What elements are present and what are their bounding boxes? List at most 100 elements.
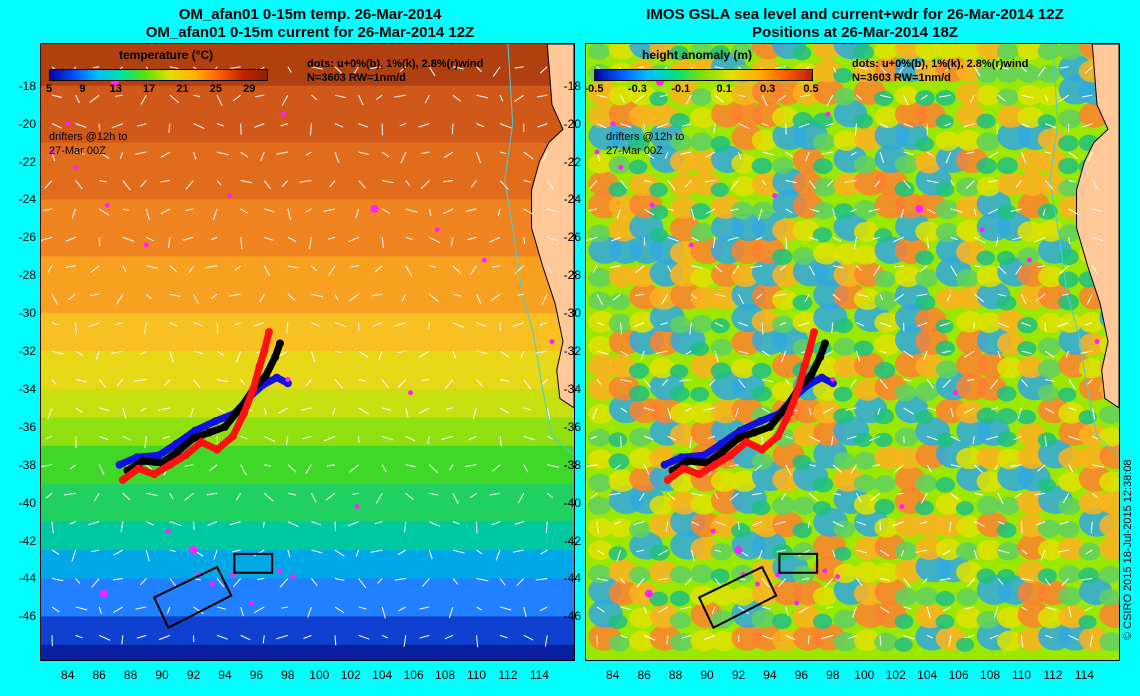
- current-vector: [596, 350, 609, 355]
- eddy: [608, 432, 628, 448]
- current-vector: [405, 492, 414, 501]
- current-vector: [287, 66, 292, 73]
- eddy: [996, 295, 1017, 311]
- current-vector: [691, 521, 699, 526]
- current-vector: [703, 407, 716, 411]
- eddy: [874, 106, 901, 129]
- current-vector: [1012, 236, 1022, 241]
- current-vector: [997, 521, 1005, 525]
- current-vector: [394, 322, 406, 327]
- current-vector: [75, 151, 85, 155]
- current-vector: [685, 407, 692, 412]
- eddy: [649, 495, 674, 515]
- current-vector: [667, 407, 672, 419]
- temperature-band: [41, 313, 574, 353]
- drifter-dot: [249, 384, 258, 393]
- eddy: [1099, 471, 1119, 493]
- eddy: [751, 385, 772, 402]
- eddy: [996, 522, 1017, 538]
- current-vector: [404, 521, 407, 533]
- current-vector: [620, 123, 632, 128]
- current-vector: [358, 151, 369, 156]
- current-vector: [240, 464, 247, 476]
- eddy: [588, 564, 612, 584]
- current-vector: [75, 634, 83, 639]
- current-vector: [871, 464, 881, 467]
- current-vector: [311, 549, 323, 554]
- current-vector: [964, 606, 975, 610]
- eddy: [1037, 539, 1064, 561]
- current-vector: [761, 322, 764, 335]
- current-vector: [539, 322, 548, 326]
- current-vector: [193, 379, 201, 388]
- current-vector: [398, 606, 407, 612]
- drifter-dot: [828, 379, 837, 388]
- current-vector: [281, 606, 288, 609]
- current-vector: [144, 436, 147, 449]
- current-vector: [690, 208, 695, 221]
- eddy: [772, 157, 794, 174]
- current-vector: [377, 578, 383, 584]
- current-vector: [287, 492, 297, 496]
- colorbar-tick-label: 9: [79, 83, 86, 95]
- current-vector: [47, 407, 53, 420]
- current-vector: [51, 293, 59, 305]
- current-vector: [1092, 435, 1098, 440]
- current-vector: [879, 521, 882, 531]
- current-vector: [111, 350, 123, 354]
- temperature-colorbar: [49, 69, 268, 81]
- eddy: [1078, 615, 1097, 630]
- current-vector: [944, 66, 952, 72]
- current-vector: [713, 123, 716, 133]
- current-vector: [705, 151, 716, 158]
- current-vector: [974, 236, 986, 244]
- eddy: [915, 382, 939, 402]
- drifter-dot: [1026, 257, 1032, 263]
- current-vector: [656, 350, 668, 354]
- drifter-dot: [139, 456, 148, 465]
- right-title-line2: Positions at 26-Mar-2014 18Z: [752, 24, 958, 41]
- eddy: [915, 221, 941, 242]
- eddy: [955, 501, 974, 516]
- current-vector: [476, 578, 489, 582]
- current-vector: [444, 379, 454, 389]
- current-vector: [658, 578, 668, 581]
- eddy: [1058, 586, 1082, 606]
- drifter-dot: [734, 546, 743, 555]
- drifter-dot: [644, 589, 653, 598]
- eddy: [690, 222, 714, 242]
- eddy: [710, 45, 730, 61]
- latitude-tick-label: -32: [563, 344, 581, 359]
- drifter-dot: [736, 426, 745, 435]
- drifter-dot: [822, 568, 828, 574]
- current-vector: [903, 350, 914, 359]
- temperature-band: [41, 256, 574, 315]
- current-vector: [429, 464, 439, 474]
- region-box-rotated: [152, 565, 233, 630]
- current-vector: [988, 151, 999, 158]
- current-vector: [785, 237, 788, 250]
- eddy: [956, 310, 983, 333]
- current-vector: [41, 236, 53, 242]
- current-vector: [779, 265, 786, 271]
- eddy: [1037, 432, 1057, 448]
- current-vector: [798, 606, 810, 614]
- current-vector: [99, 435, 109, 441]
- current-vector: [848, 634, 857, 639]
- current-vector: [667, 265, 672, 272]
- current-vector: [989, 634, 999, 640]
- latitude-tick-label: -28: [563, 268, 581, 283]
- current-vector: [903, 578, 912, 589]
- current-vector: [517, 293, 524, 296]
- current-vector: [334, 635, 337, 646]
- drifter-dot: [825, 111, 831, 117]
- eddy: [1058, 44, 1082, 61]
- current-vector: [523, 151, 534, 160]
- sea-level-map-panel[interactable]: height anomaly (m) -0.5 -0.3 -0.1 0.1 0.3 0.5…: [585, 43, 1120, 661]
- current-vector: [358, 378, 367, 382]
- current-vector: [1036, 521, 1046, 526]
- current-vector: [51, 578, 64, 582]
- temperature-map-panel[interactable]: temperature (°C) 5 9 13 17 21 25 29 dots: u+0%…: [40, 43, 575, 661]
- eddy: [935, 44, 962, 60]
- eddy: [874, 362, 896, 379]
